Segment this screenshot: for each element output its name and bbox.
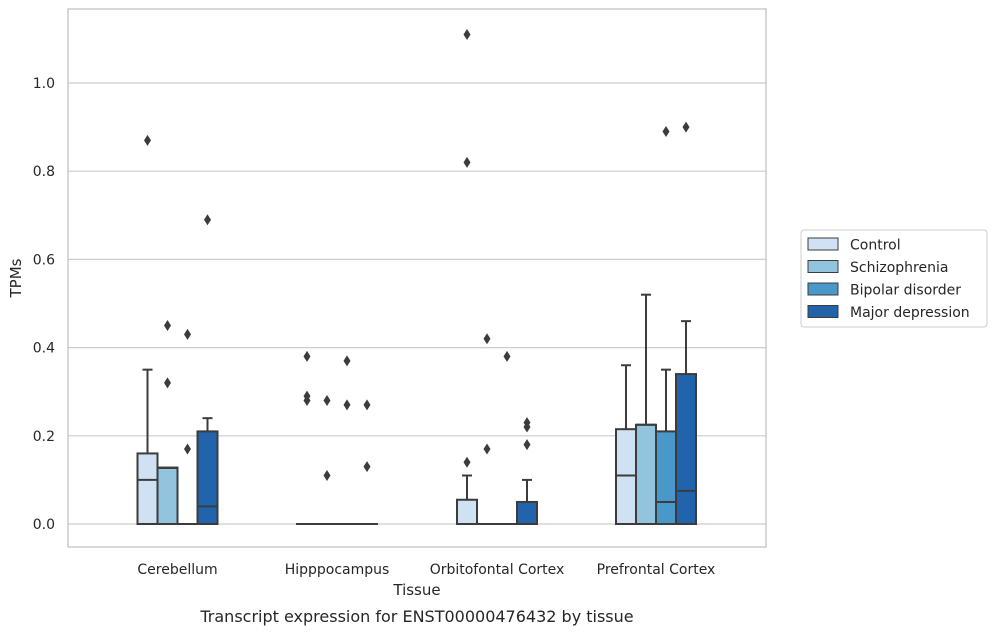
box-bipolar-disorder: [336, 355, 358, 526]
box-body: [196, 430, 219, 526]
box-body: [635, 423, 657, 525]
outlier-point: [323, 395, 331, 407]
box-major-depression: [356, 399, 378, 526]
legend-swatch: [807, 237, 839, 251]
outlier-point: [682, 121, 690, 133]
y-tick-label: 0.4: [33, 341, 55, 357]
legend-label: Major depression: [850, 305, 970, 321]
outlier-point: [303, 390, 311, 402]
x-tick-label: Hipppocampus: [285, 562, 390, 578]
outlier-point: [483, 443, 491, 455]
box-control: [296, 350, 318, 526]
box-major-depression: [196, 214, 219, 526]
legend-swatch: [807, 260, 839, 273]
outlier-point: [164, 377, 171, 389]
outlier-point: [303, 350, 311, 362]
outlier-point: [323, 469, 331, 481]
box-control: [456, 28, 478, 525]
box-body: [136, 452, 159, 525]
chart-caption: Transcript expression for ENST0000047643…: [199, 607, 633, 626]
outlier-point: [503, 350, 511, 362]
box-schizophrenia: [156, 320, 179, 525]
outlier-point: [144, 134, 151, 146]
x-tick-labels: Cerebellum Hipppocampus Orbitofontal Corte…: [137, 562, 715, 578]
outlier-point: [343, 399, 351, 411]
box-body: [516, 500, 538, 526]
x-tick-label: Orbitofontal Cortex: [430, 562, 565, 578]
box-schizophrenia: [635, 293, 657, 525]
outlier-point: [363, 461, 371, 473]
box-major-depression: [516, 417, 538, 526]
boxes: [136, 28, 697, 526]
outlier-point: [363, 399, 371, 411]
y-tick-label: 0.8: [33, 164, 55, 180]
outlier-point: [483, 333, 491, 345]
legend-label: Control: [850, 238, 901, 254]
box-bipolar-disorder: [496, 350, 518, 526]
box-body: [675, 373, 697, 525]
legend-label: Bipolar disorder: [850, 283, 961, 299]
outlier-point: [463, 156, 471, 168]
x-tick-label: Prefrontal Cortex: [597, 562, 716, 578]
y-tick-labels: 0.0 0.2 0.4 0.6 0.8 1.0: [33, 76, 55, 533]
box-control: [615, 364, 637, 525]
outlier-point: [523, 417, 531, 429]
legend-swatch: [807, 305, 839, 318]
outlier-point: [343, 355, 351, 367]
box-schizophrenia: [316, 395, 338, 526]
outlier-point: [184, 328, 191, 340]
legend-frame: [800, 229, 988, 328]
outlier-point: [204, 214, 211, 226]
legend-swatch: [807, 282, 839, 296]
x-tick-label: Cerebellum: [137, 562, 217, 578]
outlier-point: [463, 456, 471, 468]
box-body: [156, 466, 179, 525]
box-body: [655, 430, 677, 526]
legend-label: Schizophrenia: [850, 260, 948, 276]
box-body: [615, 428, 637, 525]
x-axis-title: Tissue: [392, 581, 440, 599]
y-tick-label: 0.6: [33, 252, 55, 268]
box-major-depression: [675, 121, 697, 525]
y-tick-label: 0.0: [33, 517, 55, 533]
outlier-point: [662, 126, 670, 138]
y-tick-label: 0.2: [33, 429, 55, 445]
y-tick-label: 1.0: [33, 76, 55, 92]
y-axis-title: TPMs: [7, 258, 25, 298]
box-body: [456, 498, 478, 525]
legend: Control Schizophrenia Bipolar disorder Majo…: [800, 229, 988, 328]
outlier-point: [184, 443, 191, 455]
outlier-point: [523, 439, 531, 451]
outlier-point: [164, 320, 171, 332]
outlier-point: [463, 28, 471, 40]
